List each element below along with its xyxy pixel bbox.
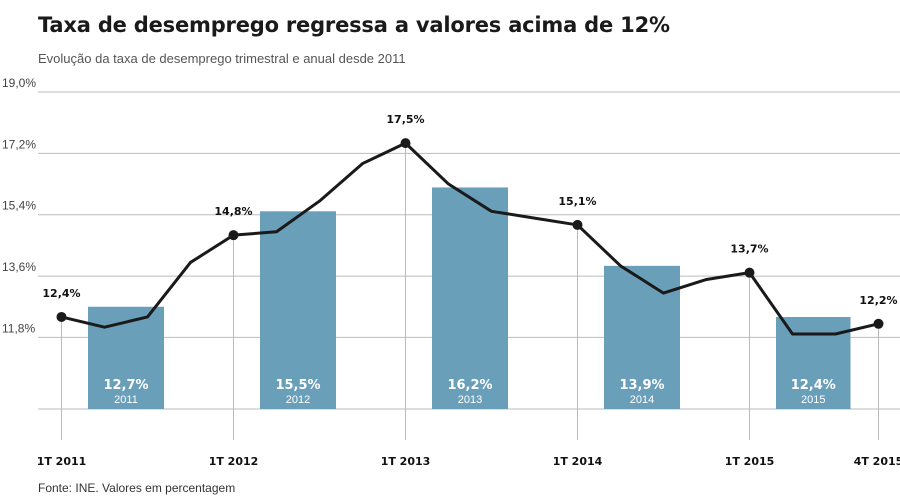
source-note: Fonte: INE. Valores em percentagem	[38, 481, 236, 495]
point-value-label: 14,8%	[214, 205, 252, 218]
bar-value-label: 15,5%	[275, 378, 320, 393]
point-value-label: 13,7%	[730, 243, 768, 256]
annual-bar	[604, 265, 680, 409]
y-tick-label: 19,0%	[2, 76, 36, 90]
y-tick-label: 11,8%	[2, 321, 35, 335]
bar-value-label: 16,2%	[447, 378, 492, 393]
x-tick-label: 1T 2013	[381, 455, 431, 468]
x-tick-label: 1T 2014	[553, 455, 603, 468]
bar-year-label: 2011	[114, 394, 138, 406]
chart-subtitle: Evolução da taxa de desemprego trimestra…	[38, 51, 406, 66]
x-tick-label: 1T 2015	[725, 455, 775, 468]
data-point	[572, 219, 583, 230]
annual-bar	[88, 306, 164, 409]
bar-year-label: 2012	[286, 394, 310, 406]
bar-value-label: 12,4%	[791, 378, 836, 393]
point-value-label: 12,4%	[42, 287, 80, 300]
data-point	[873, 318, 884, 329]
data-point	[744, 267, 755, 278]
x-tick-label: 1T 2012	[209, 455, 259, 468]
annual-bar	[260, 211, 336, 409]
data-point	[228, 230, 239, 241]
x-tick-label: 4T 2015	[854, 455, 900, 468]
bar-year-label: 2013	[458, 394, 482, 406]
annual-bar	[432, 187, 508, 409]
bar-year-label: 2015	[801, 394, 825, 406]
data-point	[400, 138, 411, 149]
point-value-label: 12,2%	[859, 294, 897, 307]
x-tick-label: 1T 2011	[37, 455, 87, 468]
point-value-label: 17,5%	[386, 113, 424, 126]
bar-value-label: 13,9%	[619, 378, 664, 393]
y-tick-label: 13,6%	[2, 260, 36, 274]
point-value-label: 15,1%	[558, 195, 596, 208]
y-tick-label: 17,2%	[2, 137, 36, 151]
quarterly-line	[61, 141, 879, 336]
chart-title: Taxa de desemprego regressa a valores ac…	[38, 13, 670, 37]
y-tick-label: 15,4%	[2, 199, 36, 213]
bar-year-label: 2014	[630, 394, 654, 406]
bar-value-label: 12,7%	[103, 378, 148, 393]
data-point	[56, 311, 67, 322]
